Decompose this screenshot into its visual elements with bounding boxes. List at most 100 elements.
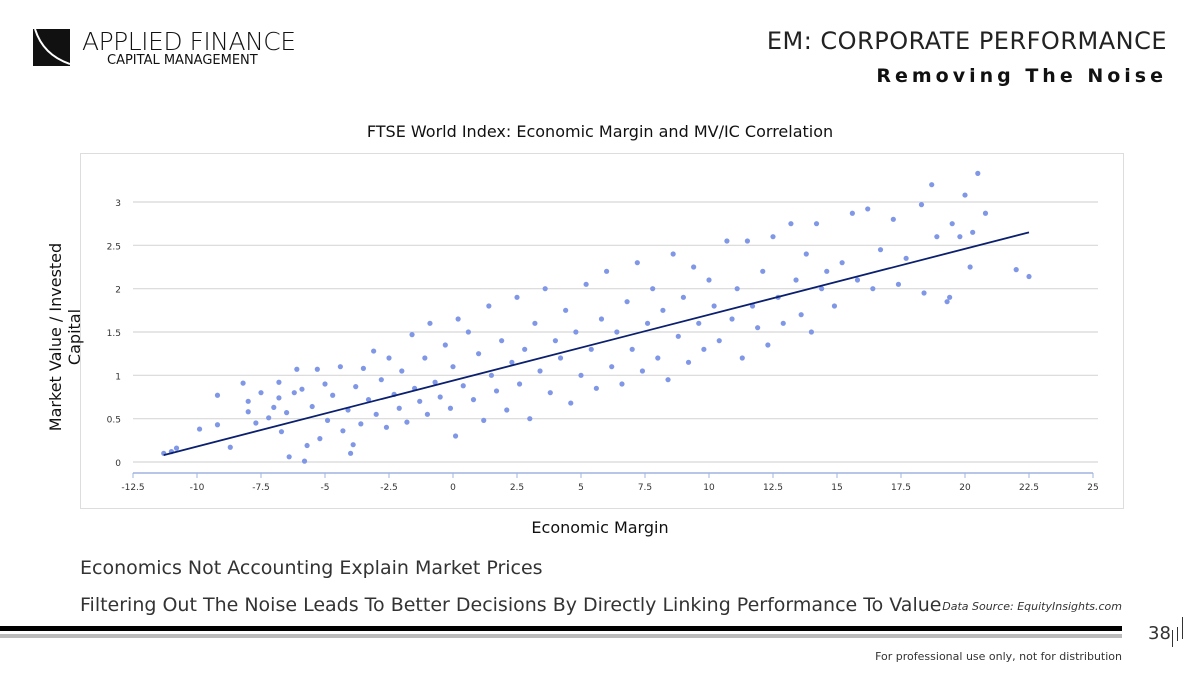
data-point: [371, 348, 377, 354]
x-tick-label: 20: [959, 483, 971, 493]
logo-icon: [33, 29, 70, 66]
data-point: [493, 388, 500, 394]
data-point: [322, 381, 328, 387]
data-point: [755, 325, 761, 331]
data-point: [639, 368, 646, 374]
chart-title: FTSE World Index: Economic Margin and MV…: [366, 122, 834, 141]
data-point: [798, 312, 804, 318]
data-point: [568, 400, 574, 406]
x-tick-label: 15: [831, 483, 842, 493]
x-tick-label: -5: [321, 483, 330, 493]
divider-gray: [0, 634, 1122, 638]
scatter-plot: 00.511.522.53-12.5 -10 -7.5 -5 -2.5 0 2.5 5 7.5 1…: [107, 170, 1099, 493]
data-point: [944, 299, 950, 305]
data-point: [383, 424, 390, 430]
data-point: [1026, 273, 1032, 280]
data-point: [348, 450, 354, 456]
data-point: [744, 238, 751, 244]
y-tick-label: 1: [115, 372, 121, 382]
x-tick-label: 10: [703, 483, 715, 493]
data-point: [271, 404, 277, 410]
data-point: [675, 333, 681, 339]
x-tick-label: 22.5: [1019, 483, 1039, 493]
data-point: [949, 221, 955, 227]
data-point: [760, 268, 766, 274]
data-point: [509, 359, 515, 365]
data-point: [918, 202, 925, 208]
data-point: [877, 247, 884, 253]
data-point: [442, 342, 448, 348]
data-point: [301, 458, 308, 464]
data-point: [437, 394, 443, 400]
data-point: [465, 329, 471, 335]
trendline: [163, 231, 1030, 456]
data-point: [424, 411, 430, 417]
data-point: [619, 381, 625, 387]
data-point: [245, 398, 251, 404]
data-point: [831, 303, 838, 309]
data-point: [422, 355, 428, 361]
data-point: [286, 454, 292, 460]
data-point: [294, 366, 300, 372]
logo-line2: CAPITAL MANAGEMENT: [107, 53, 258, 68]
x-tick-label: 25: [1087, 483, 1098, 493]
data-point: [691, 264, 697, 270]
data-point: [598, 316, 605, 322]
data-point: [386, 355, 392, 361]
data-point: [739, 355, 745, 361]
page-divider: [1182, 617, 1183, 639]
data-point: [765, 342, 771, 348]
data-point: [532, 320, 538, 326]
data-point: [291, 390, 297, 396]
page-number: 38: [1148, 623, 1171, 644]
data-point: [644, 320, 651, 326]
data-point: [353, 384, 359, 390]
data-point: [803, 251, 809, 257]
data-point: [542, 286, 548, 292]
data-point: [839, 260, 845, 266]
x-tick-label: 7.5: [638, 483, 652, 493]
y-tick-label: 1.5: [107, 329, 121, 339]
y-tick-label: 0: [115, 459, 121, 469]
data-point: [452, 433, 459, 439]
logo-line1: APPLIED FINANCE: [82, 27, 296, 56]
x-tick-label: 17.5: [891, 483, 911, 493]
data-point: [947, 294, 953, 300]
data-point: [660, 307, 666, 313]
data-point: [650, 286, 656, 292]
data-point: [711, 303, 717, 309]
data-point: [527, 416, 533, 422]
data-point: [417, 398, 423, 404]
data-point: [460, 383, 466, 389]
data-point: [865, 206, 871, 212]
data-point: [982, 210, 989, 216]
data-point: [788, 221, 794, 227]
data-point: [655, 355, 661, 361]
data-point: [258, 390, 264, 396]
data-point: [670, 251, 676, 257]
data-point: [240, 380, 246, 386]
data-point: [680, 294, 687, 300]
data-point: [614, 329, 620, 335]
y-tick-label: 2: [115, 286, 121, 296]
data-point: [903, 255, 909, 261]
data-point: [770, 234, 776, 240]
data-point: [967, 264, 973, 270]
data-point: [488, 372, 494, 378]
x-tick-label: 12.5: [763, 483, 783, 493]
data-point: [340, 428, 346, 434]
data-point: [522, 346, 528, 352]
data-point: [604, 268, 610, 274]
data-point: [299, 386, 305, 392]
data-point: [624, 299, 630, 305]
data-point: [304, 442, 310, 449]
footer-disclaimer: For professional use only, not for distr…: [875, 650, 1122, 663]
page-divider: [1177, 627, 1178, 641]
data-point: [350, 442, 356, 448]
data-point: [337, 364, 343, 370]
data-source: Data Source: EquityInsights.com: [942, 600, 1122, 613]
x-tick-label: -12.5: [121, 483, 144, 493]
data-point: [284, 410, 290, 416]
data-point: [557, 355, 564, 361]
x-tick-label: 0: [450, 483, 456, 493]
